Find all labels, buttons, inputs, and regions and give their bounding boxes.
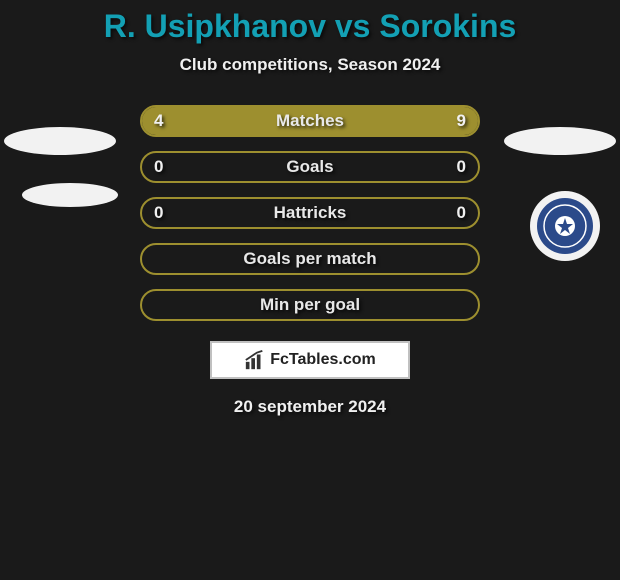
club-crest-icon <box>543 204 587 248</box>
stat-label: Goals <box>142 157 478 177</box>
stat-bar: Goals per match <box>140 243 480 275</box>
subtitle: Club competitions, Season 2024 <box>0 55 620 75</box>
stat-label: Matches <box>142 111 478 131</box>
stat-bar: Matches4 9 <box>140 105 480 137</box>
stat-label: Hattricks <box>142 203 478 223</box>
stat-bar: Min per goal <box>140 289 480 321</box>
stat-value-right: 0 <box>457 157 466 177</box>
stat-value-right: 0 <box>457 203 466 223</box>
comparison-content: Matches49Goals00Hattricks00Goals per mat… <box>0 105 620 417</box>
stat-bars: Matches49Goals00Hattricks00Goals per mat… <box>140 105 480 321</box>
stat-bar: Hattricks0 0 <box>140 197 480 229</box>
brand-logo-box: FcTables.com <box>210 341 410 379</box>
stat-value-right: 9 <box>457 111 466 131</box>
stat-value-left: 0 <box>154 203 163 223</box>
stat-value-left: 4 <box>154 111 163 131</box>
bars-chart-icon <box>244 349 266 371</box>
stat-label: Min per goal <box>142 295 478 315</box>
player-placeholder-oval <box>4 127 116 155</box>
date-label: 20 september 2024 <box>0 397 620 417</box>
stat-label: Goals per match <box>142 249 478 269</box>
team-badge-right <box>530 191 600 261</box>
player-placeholder-oval <box>504 127 616 155</box>
player-placeholder-oval <box>22 183 118 207</box>
brand-name: FcTables.com <box>270 351 376 369</box>
stat-value-left: 0 <box>154 157 163 177</box>
page-title: R. Usipkhanov vs Sorokins <box>0 0 620 45</box>
stat-bar: Goals0 0 <box>140 151 480 183</box>
